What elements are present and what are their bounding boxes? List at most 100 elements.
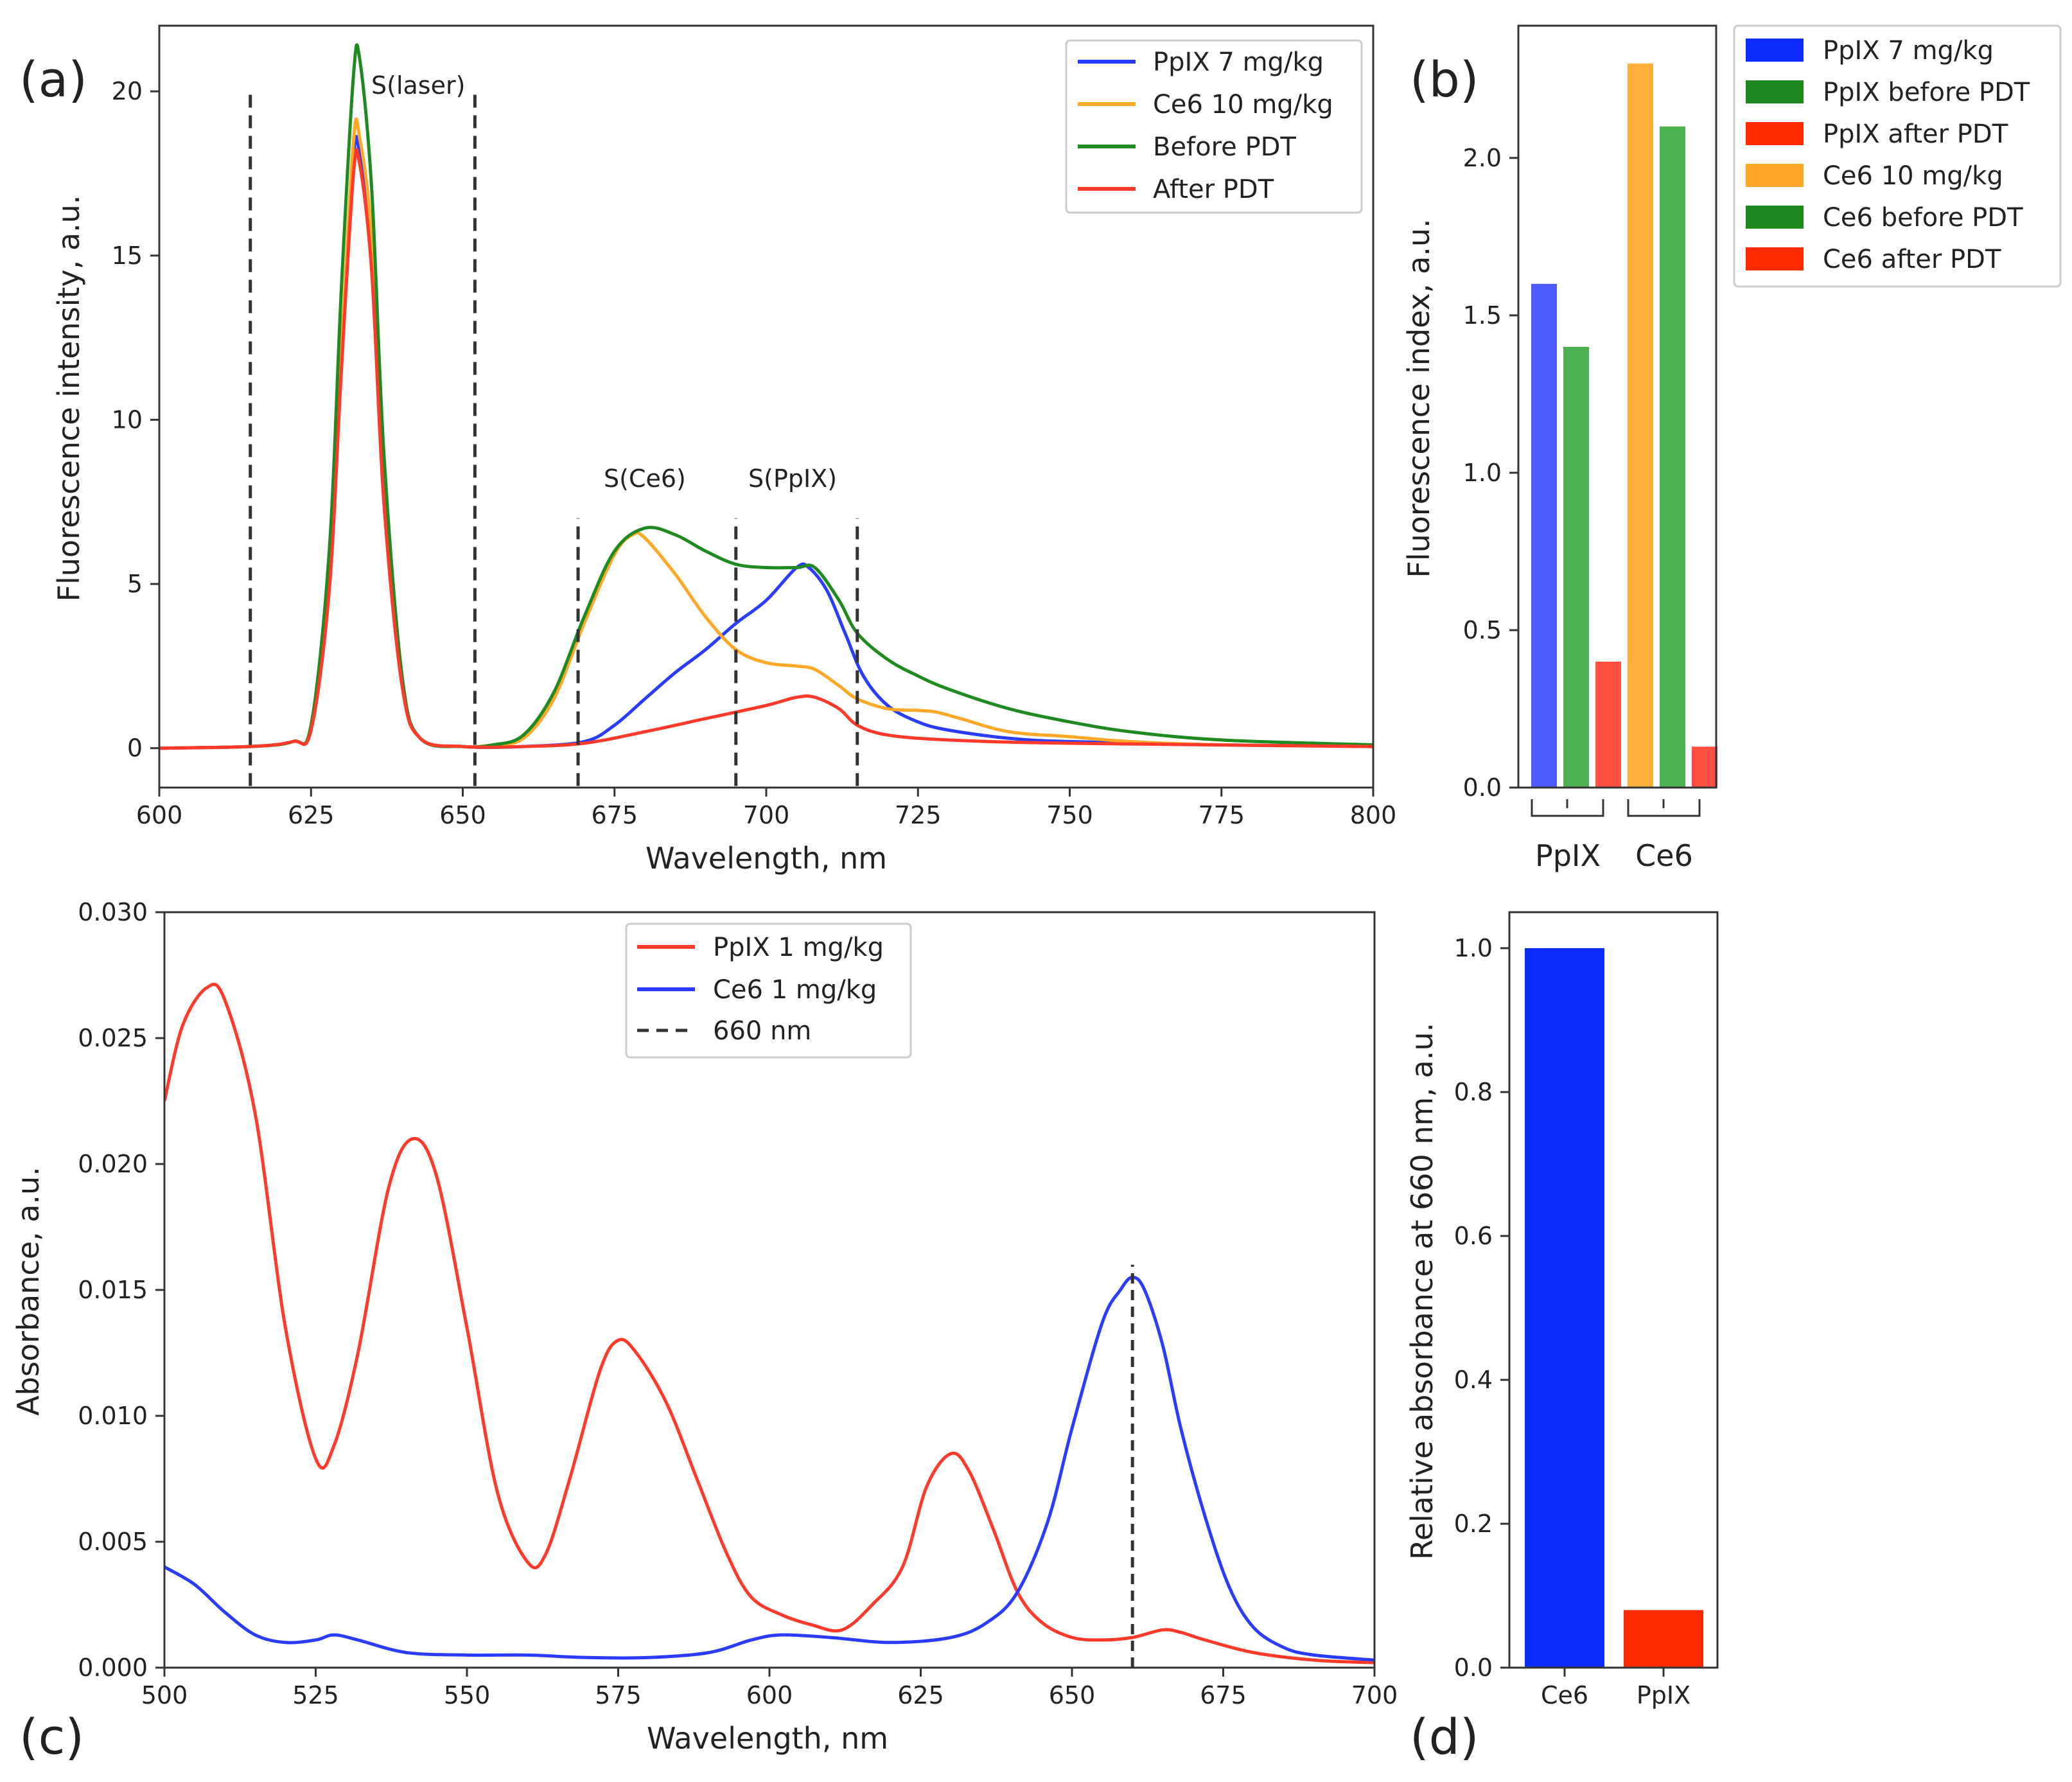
panel-b-axes-frame <box>1517 24 1717 789</box>
annotation-s-ppix: S(PpIX) <box>748 464 837 493</box>
x-tick-label: 750 <box>1046 801 1093 829</box>
legend-b-swatch-0 <box>1746 39 1804 62</box>
panel-c-absorbance-spectra: (c) 500 525 550 575 600 625 650 675 700 0.000 0.00… <box>11 898 1398 1765</box>
series-line-after-pdt <box>159 148 1373 750</box>
legend-b-label-2: PpIX after PDT <box>1823 119 2008 149</box>
series-line-ppix-1-mg-kg <box>164 982 1374 1664</box>
panel-a-y-axis-label: Fluorescence intensity, a.u. <box>51 195 86 602</box>
panel-d-ticks: Ce6 PpIX 0.0 0.2 0.4 0.6 0.8 1.0 <box>1454 934 1691 1709</box>
y-tick-label: 0.5 <box>1463 616 1502 644</box>
panel-c-ticks: 500 525 550 575 600 625 650 675 700 0.000 0.005 0.0… <box>78 898 1398 1709</box>
legend-b-swatch-4 <box>1746 206 1804 229</box>
x-tick-label: 575 <box>595 1681 642 1709</box>
panel-a-legend: PpIX 7 mg/kg Ce6 10 mg/kg Before PDT Aft… <box>1065 39 1363 214</box>
group-label-ce6: Ce6 <box>1635 838 1693 873</box>
x-tick-label-ce6: Ce6 <box>1541 1681 1588 1709</box>
y-tick-label: 0.4 <box>1454 1366 1493 1394</box>
panel-a-letter: (a) <box>19 51 87 108</box>
x-tick-label-ppix: PpIX <box>1637 1681 1690 1709</box>
legend-label-after-pdt: After PDT <box>1153 175 1274 204</box>
series-line-ppix-7-mg-kg <box>159 135 1373 750</box>
series-line-ce6-1-mg-kg <box>164 1275 1374 1662</box>
x-tick-label: 650 <box>1049 1681 1096 1709</box>
panel-d-axes-frame <box>1508 911 1719 1669</box>
y-tick-label: 0.030 <box>78 898 148 926</box>
legend-label-before-pdt: Before PDT <box>1153 132 1296 162</box>
y-tick-label: 5 <box>127 570 143 598</box>
panel-b-y-axis-label: Fluorescence index, a.u. <box>1401 218 1436 578</box>
legend-label-ce6-1: Ce6 1 mg/kg <box>713 975 877 1005</box>
legend-b-label-0: PpIX 7 mg/kg <box>1823 36 1994 66</box>
panel-c-legend-box <box>625 922 912 1059</box>
x-tick-label: 700 <box>1351 1681 1398 1709</box>
panel-b-legend-box <box>1733 24 2062 288</box>
panel-a-series-layer <box>159 43 1373 750</box>
y-tick-label: 0.020 <box>78 1150 148 1178</box>
x-tick-label: 600 <box>746 1681 793 1709</box>
y-tick-label: 0.015 <box>78 1276 148 1304</box>
x-tick-label: 775 <box>1198 801 1245 829</box>
x-tick-label: 725 <box>895 801 942 829</box>
legend-label-ppix-7: PpIX 7 mg/kg <box>1153 48 1324 77</box>
panel-b-letter: (b) <box>1410 51 1479 108</box>
panel-c-y-axis-label: Absorbance, a.u. <box>11 1167 46 1416</box>
panel-a-ticks: 600 625 650 675 700 725 750 775 800 0 5 10 15 20 <box>112 77 1397 829</box>
legend-b-swatch-2 <box>1746 122 1804 145</box>
panel-b-fluorescence-index: (b) 0.0 0.5 1.0 1.5 2.0 Fluorescence index, … <box>1401 24 2062 873</box>
y-tick-label: 20 <box>112 77 143 105</box>
x-tick-label: 675 <box>591 801 638 829</box>
y-tick-label: 15 <box>112 242 143 270</box>
series-line-before-pdt <box>159 43 1373 750</box>
x-tick-label: 800 <box>1350 801 1397 829</box>
x-tick-label: 625 <box>897 1681 944 1709</box>
panel-b-legend: PpIX 7 mg/kg PpIX before PDT PpIX after … <box>1733 24 2062 288</box>
panel-d-relative-absorbance: (d) Ce6 PpIX 0.0 0.2 0.4 0.6 0.8 1.0 Relative a… <box>1405 911 1719 1765</box>
x-tick-label: 650 <box>439 801 486 829</box>
panel-b-ticks: 0.0 0.5 1.0 1.5 2.0 <box>1463 144 1518 802</box>
x-tick-label: 625 <box>288 801 335 829</box>
panel-c-series-layer <box>164 982 1374 1664</box>
x-tick-label: 500 <box>141 1681 188 1709</box>
y-tick-label: 0.2 <box>1454 1510 1493 1538</box>
annotation-s-laser: S(laser) <box>371 71 465 100</box>
y-tick-label: 1.0 <box>1463 459 1502 487</box>
legend-label-660nm: 660 nm <box>713 1016 811 1046</box>
panel-c-letter: (c) <box>19 1708 84 1765</box>
panel-a-fluorescence-spectra: (a) 600 625 650 675 700 725 750 775 80005101520 … <box>19 24 1397 876</box>
panel-c-legend: PpIX 1 mg/kg Ce6 1 mg/kg 660 nm <box>625 922 912 1059</box>
y-tick-label: 1.0 <box>1454 934 1493 962</box>
y-tick-label: 1.5 <box>1463 301 1502 330</box>
bar-ce6-after-pdt <box>1692 746 1717 788</box>
y-tick-label: 0.000 <box>78 1654 148 1682</box>
legend-b-swatch-3 <box>1746 164 1804 187</box>
legend-b-label-4: Ce6 before PDT <box>1823 203 2023 233</box>
legend-label-ppix-1: PpIX 1 mg/kg <box>713 933 884 962</box>
legend-b-label-1: PpIX before PDT <box>1823 78 2030 107</box>
panel-a-legend-box <box>1065 39 1363 214</box>
y-tick-label: 0.010 <box>78 1402 148 1430</box>
y-tick-label: 0.0 <box>1463 773 1502 802</box>
bar-ppix-7-mg-kg <box>1531 283 1557 788</box>
legend-b-swatch-1 <box>1746 80 1804 103</box>
y-tick-label: 2.0 <box>1463 144 1502 172</box>
panel-a-dashed-lines <box>249 91 859 786</box>
annotation-s-ce6: S(Ce6) <box>604 464 686 493</box>
group-label-ppix: PpIX <box>1535 838 1601 873</box>
panel-d-y-axis-label: Relative absorbance at 660 nm, a.u. <box>1405 1023 1439 1560</box>
panel-d-bars <box>1525 948 1703 1668</box>
panel-b-bars <box>1531 63 1717 788</box>
x-tick-label: 600 <box>136 801 183 829</box>
bracket-ppix <box>1531 799 1604 817</box>
bar-ppix-before-pdt <box>1563 346 1589 788</box>
panel-a-x-axis-label: Wavelength, nm <box>645 841 887 876</box>
x-tick-label: 525 <box>292 1681 339 1709</box>
x-tick-label: 550 <box>444 1681 491 1709</box>
bar-ce6 <box>1525 948 1604 1668</box>
y-tick-label: 0 <box>127 734 143 763</box>
legend-label-ce6-10: Ce6 10 mg/kg <box>1153 90 1333 119</box>
legend-b-label-3: Ce6 10 mg/kg <box>1823 161 2003 191</box>
legend-b-label-5: Ce6 after PDT <box>1823 245 2001 274</box>
x-tick-label: 700 <box>743 801 790 829</box>
y-tick-label: 0.025 <box>78 1024 148 1052</box>
